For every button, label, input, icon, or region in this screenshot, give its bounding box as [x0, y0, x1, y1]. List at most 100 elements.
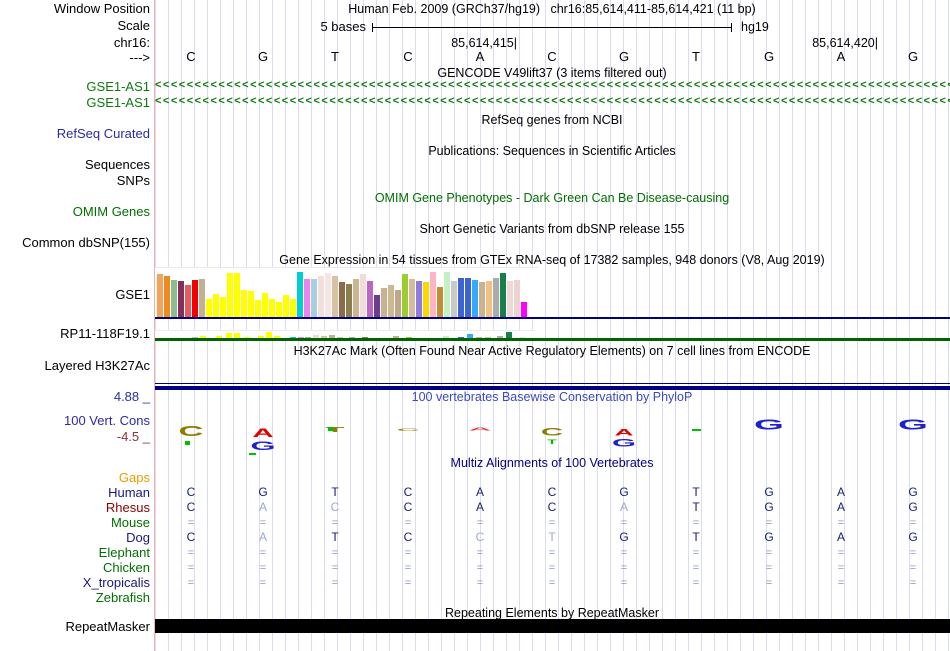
left-label-vert-cons[interactable]: 100 Vert. Cons [64, 413, 150, 428]
phylop-logo-mark [692, 429, 701, 431]
phylop-logo-letter: A [614, 427, 634, 438]
alignment-base: C [330, 500, 340, 514]
left-label-gse1-as1-row2[interactable]: GSE1-AS1 [86, 95, 150, 110]
left-label-chrom: chr16: [113, 35, 150, 50]
left-label-cons-max: 4.88 _ [113, 389, 150, 404]
gtex-bar [360, 274, 366, 318]
alignment-base: T [548, 530, 556, 544]
left-label-gse1[interactable]: GSE1 [115, 287, 150, 302]
track-title-omim-title[interactable]: OMIM Gene Phenotypes - Dark Green Can Be… [374, 191, 730, 205]
species-label-zebrafish[interactable]: Zebrafish [95, 590, 150, 605]
alignment-base: T [331, 485, 339, 499]
left-label-sequences[interactable]: Sequences [84, 157, 150, 172]
gtex-bar [479, 282, 485, 318]
left-label-cons-min: -4.5 _ [116, 429, 150, 444]
alignment-gap-mark: = [620, 517, 628, 529]
gtex-bar [227, 273, 233, 318]
phylop-logo-letter: C [540, 425, 564, 438]
left-label-repeatmasker[interactable]: RepeatMasker [65, 619, 150, 634]
gtex-bar [178, 281, 184, 318]
alignment-gap-mark: = [909, 547, 917, 559]
alignment-base: C [403, 485, 413, 499]
rp11-bar [258, 336, 264, 339]
species-label-human[interactable]: Human [108, 485, 150, 500]
alignment-base: C [475, 530, 485, 544]
alignment-gap-mark: = [620, 547, 628, 559]
alignment-base: C [547, 500, 557, 514]
alignment-gap-mark: = [837, 577, 845, 589]
gencode-transcript-arrows[interactable]: <<<<<<<<<<<<<<<<<<<<<<<<<<<<<<<<<<<<<<<<… [155, 95, 950, 107]
track-title-gtex-title[interactable]: Gene Expression in 54 tissues from GTEx … [279, 253, 825, 267]
gtex-gse1-chart[interactable] [155, 267, 538, 318]
alignment-gap-mark: = [404, 562, 412, 574]
alignment-gap-mark: = [765, 577, 773, 589]
alignment-gap-mark: = [548, 547, 556, 559]
gse1-baseline [155, 317, 950, 319]
gtex-bar [493, 278, 499, 318]
gencode-transcript-arrows[interactable]: <<<<<<<<<<<<<<<<<<<<<<<<<<<<<<<<<<<<<<<<… [155, 79, 950, 91]
alignment-gap-mark: = [620, 562, 628, 574]
alignment-gap-mark: = [404, 577, 412, 589]
alignment-base: C [403, 500, 413, 514]
left-label-direction: ---> [129, 50, 150, 65]
rp11-bar [313, 335, 319, 339]
gtex-bar [164, 276, 170, 318]
alignment-base: T [692, 530, 700, 544]
base-letter: G [618, 49, 630, 64]
gtex-bar [353, 279, 359, 318]
rp11-bar [234, 333, 240, 339]
species-label-dog[interactable]: Dog [126, 530, 150, 545]
track-title-publications-title[interactable]: Publications: Sequences in Scientific Ar… [428, 144, 676, 158]
species-label-gaps[interactable]: Gaps [118, 470, 150, 485]
species-label-elephant[interactable]: Elephant [98, 545, 150, 560]
track-title-h3k27ac-title[interactable]: H3K27Ac Mark (Often Found Near Active Re… [293, 344, 811, 358]
left-label-layered-h3k27ac[interactable]: Layered H3K27Ac [44, 358, 150, 373]
track-title-multiz-title[interactable]: Multiz Alignments of 100 Vertebrates [450, 456, 654, 470]
rp11-bar [506, 332, 512, 339]
rp11-bar [329, 335, 335, 339]
species-label-rhesus[interactable]: Rhesus [105, 500, 150, 515]
gtex-bar [171, 280, 177, 318]
repeatmasker-bar[interactable] [155, 619, 950, 633]
species-label-mouse[interactable]: Mouse [110, 515, 150, 530]
species-label-x_tropicalis[interactable]: X_tropicalis [82, 575, 150, 590]
rp11-bar [321, 336, 327, 339]
base-letter: T [331, 49, 339, 64]
gtex-bar [192, 280, 198, 318]
track-title-refseq-title[interactable]: RefSeq genes from NCBI [481, 113, 623, 127]
alignment-base: G [619, 530, 629, 544]
left-label-common-dbsnp[interactable]: Common dbSNP(155) [22, 235, 150, 250]
track-grid-area[interactable] [155, 0, 950, 651]
left-label-gse1-as1-row1[interactable]: GSE1-AS1 [86, 79, 150, 94]
left-label-refseq-curated[interactable]: RefSeq Curated [56, 126, 150, 141]
gtex-bar [269, 299, 275, 318]
alignment-gap-mark: = [259, 547, 267, 559]
track-title-gencode-title[interactable]: GENCODE V49lift37 (3 items filtered out) [437, 66, 667, 80]
species-label-chicken[interactable]: Chicken [103, 560, 150, 575]
alignment-base: T [692, 500, 700, 514]
left-label-snps[interactable]: SNPs [116, 173, 150, 188]
base-letter: G [907, 49, 919, 64]
alignment-gap-mark: = [692, 517, 700, 529]
alignment-gap-mark: = [476, 562, 484, 574]
track-title-phylop-title[interactable]: 100 vertebrates Basewise Conservation by… [411, 390, 693, 404]
track-title-dbsnp-title[interactable]: Short Genetic Variants from dbSNP releas… [419, 222, 685, 236]
rp11-bar [497, 336, 503, 339]
gtex-bar [423, 282, 429, 318]
phylop-logo-letter: G [250, 439, 276, 453]
phylop-logo-letter: A [252, 426, 274, 440]
left-label-omim-genes[interactable]: OMIM Genes [72, 204, 150, 219]
alignment-gap-mark: = [187, 562, 195, 574]
phylop-logo-mark [328, 427, 333, 431]
alignment-gap-mark: = [837, 547, 845, 559]
alignment-base: G [908, 485, 918, 499]
gtex-bar [318, 276, 324, 318]
left-label-rp11-118f19-1[interactable]: RP11-118F19.1 [60, 326, 150, 341]
track-title-repeat-title[interactable]: Repeating Elements by RepeatMasker [444, 606, 660, 620]
alignment-gap-mark: = [331, 562, 339, 574]
gtex-bar [157, 274, 163, 318]
base-letter: G [257, 49, 269, 64]
base-letter: A [475, 49, 485, 64]
gtex-bar [416, 281, 422, 318]
